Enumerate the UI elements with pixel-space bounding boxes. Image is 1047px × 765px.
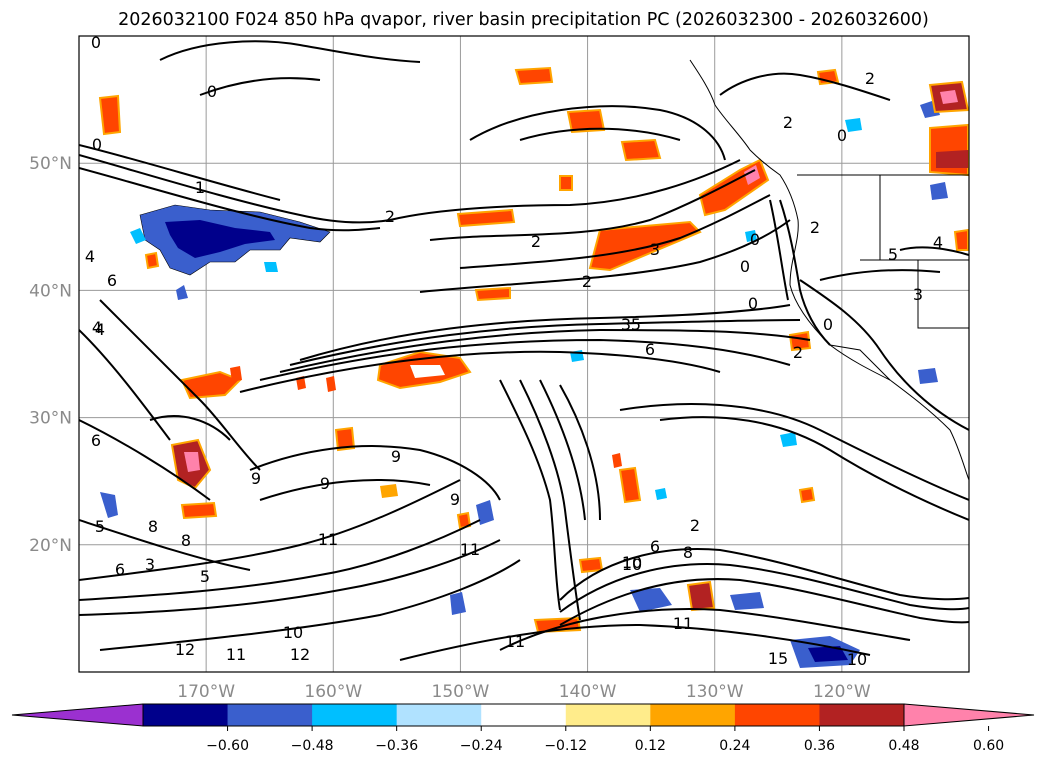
colorbar-extend-low [11, 703, 144, 727]
contour-value-label: 5 [888, 245, 898, 264]
longitude-tick-label: 160°W [304, 682, 362, 702]
contour-value-label: 2 [865, 69, 875, 88]
contour-value-label: 11 [673, 614, 693, 633]
negative-anomaly-core [165, 220, 275, 258]
contour-value-label: 12 [175, 640, 195, 659]
contour-value-label: 2 [810, 218, 820, 237]
contour-value-label: 0 [207, 82, 217, 101]
contour-value-label: 0 [837, 126, 847, 145]
colorbar-segment [396, 704, 482, 726]
contour-value-label: 3 [621, 315, 631, 334]
longitude-tick-label: 140°W [559, 682, 617, 702]
colorbar-tick-label: −0.60 [206, 738, 249, 754]
contour-value-label: 10 [622, 555, 642, 574]
contour-value-label: 11 [318, 530, 338, 549]
contour-value-label: 0 [92, 135, 102, 154]
colorbar: −0.60 −0.48 −0.36 −0.24 −0.12 0.12 0.24 0.36 0.4… [11, 703, 1035, 754]
contour-value-label: 2 [531, 232, 541, 251]
contour-value-label: 11 [226, 645, 246, 664]
contour-value-label: 2 [783, 113, 793, 132]
contour-value-label: 0 [91, 33, 101, 52]
contour-value-label: 10 [847, 650, 867, 669]
colorbar-tick-label: −0.12 [544, 738, 587, 754]
contour-value-label: 12 [290, 645, 310, 664]
contour-value-label: 6 [645, 340, 655, 359]
contour-value-label: 6 [650, 537, 660, 556]
contour-value-label: 0 [748, 294, 758, 313]
colorbar-segment [481, 704, 567, 726]
contour-value-label: 9 [320, 474, 330, 493]
contour-value-label: 2 [582, 272, 592, 291]
longitude-labels: 170°W 160°W 150°W 140°W 130°W 120°W [177, 682, 871, 702]
longitude-tick-label: 120°W [813, 682, 871, 702]
contour-value-label: 2 [385, 207, 395, 226]
contour-value-label: 10 [283, 623, 303, 642]
map-title: 2026032100 F024 850 hPa qvapor, river ba… [118, 10, 929, 30]
map-frame [78, 35, 970, 673]
colorbar-outline [142, 703, 905, 727]
latitude-tick-label: 30°N [29, 409, 72, 429]
contour-value-label: 10 [622, 553, 642, 572]
contour-value-label: 4 [95, 320, 105, 339]
colorbar-tick-label: 0.36 [804, 738, 835, 754]
contour-value-label: 8 [683, 543, 693, 562]
contour-value-label: 0 [823, 315, 833, 334]
contour-value-label: 3 [913, 285, 923, 304]
colorbar-tick-label: −0.36 [375, 738, 418, 754]
contour-value-label: 3 [145, 555, 155, 574]
colorbar-segment [565, 704, 651, 726]
latitude-tick-label: 50°N [29, 154, 72, 174]
contour-value-label: 4 [85, 247, 95, 266]
contour-value-label: 9 [391, 447, 401, 466]
latitude-tick-label: 20°N [29, 536, 72, 556]
contour-value-label: 9 [251, 469, 261, 488]
contour-value-label: 6 [107, 271, 117, 290]
contour-value-label: 15 [768, 649, 788, 668]
colorbar-segment [143, 704, 229, 726]
colorbar-tick-label: 0.60 [973, 738, 1004, 754]
contour-value-label: 0 [740, 257, 750, 276]
longitude-tick-label: 150°W [432, 682, 490, 702]
contour-value-label: 11 [505, 632, 525, 651]
colorbar-segment [819, 704, 905, 726]
latitude-labels: 50°N 40°N 30°N 20°N [29, 154, 72, 556]
latitude-tick-label: 40°N [29, 281, 72, 301]
longitude-tick-label: 130°W [686, 682, 744, 702]
contour-value-label: 5 [631, 315, 641, 334]
colorbar-segment [650, 704, 736, 726]
contour-value-label: 8 [148, 517, 158, 536]
colorbar-tick-label: 0.12 [635, 738, 666, 754]
colorbar-segment [227, 704, 313, 726]
contour-value-label: 2 [690, 516, 700, 535]
contour-value-label: 5 [95, 517, 105, 536]
map-background [79, 36, 969, 672]
contour-value-label: 8 [181, 531, 191, 550]
contour-value-label: 4 [92, 318, 102, 337]
colorbar-extend-high [903, 703, 1035, 727]
contour-value-label: 3 [650, 240, 660, 259]
contour-value-label: 5 [200, 567, 210, 586]
colorbar-tick-label: 0.48 [888, 738, 919, 754]
contour-value-label: 1 [195, 178, 205, 197]
contour-value-label: 9 [450, 490, 460, 509]
qvapor-contours [79, 40, 969, 661]
contour-value-label: 2 [793, 343, 803, 362]
contour-value-label: 4 [933, 233, 943, 252]
colorbar-tick-label: −0.24 [460, 738, 503, 754]
contour-value-label: 6 [115, 560, 125, 579]
colorbar-segment [734, 704, 820, 726]
coastline [689, 59, 969, 481]
colorbar-tick-label: 0.24 [719, 738, 750, 754]
contour-value-label: 6 [91, 431, 101, 450]
colorbar-segment [312, 704, 398, 726]
contour-value-label: 0 [750, 230, 760, 249]
contour-value-label: 11 [460, 540, 480, 559]
longitude-tick-label: 170°W [177, 682, 235, 702]
colorbar-tick-label: −0.48 [291, 738, 334, 754]
